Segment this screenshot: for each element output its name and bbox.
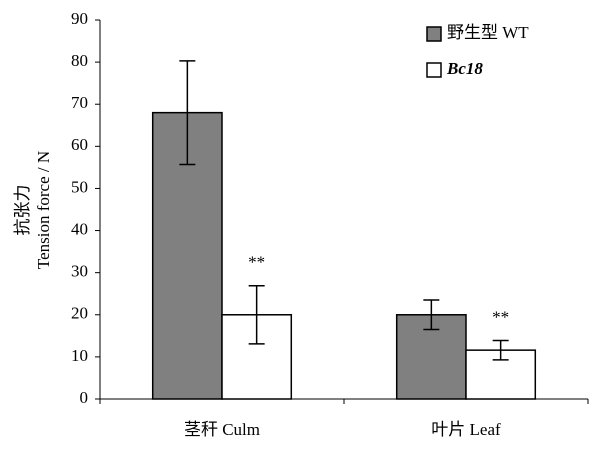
y-tick-label: 30 — [71, 262, 88, 281]
y-tick-label: 70 — [71, 93, 88, 112]
error-bar — [179, 60, 196, 166]
y-tick-label: 20 — [71, 304, 88, 323]
significance-label: ** — [492, 307, 509, 326]
y-tick-label: 80 — [71, 51, 88, 70]
error-bar — [492, 339, 509, 361]
legend-swatch — [426, 26, 442, 42]
error-bar — [423, 299, 440, 331]
x-tick-label: 茎秆 Culm — [184, 420, 260, 439]
y-tick-label: 0 — [80, 388, 89, 407]
error-bar — [248, 284, 265, 345]
y-tick-label: 10 — [71, 346, 88, 365]
legend-label: Bc18 — [446, 59, 483, 78]
legend-swatch — [426, 62, 442, 78]
y-tick-label: 60 — [71, 135, 88, 154]
y-axis-title: 抗张力 Tension force / N — [13, 151, 53, 269]
x-tick-label: 叶片 Leaf — [431, 420, 501, 439]
significance-label: ** — [248, 253, 265, 272]
y-tick-label: 40 — [71, 219, 88, 238]
y-tick-label: 50 — [71, 177, 88, 196]
legend-label: 野生型 WT — [447, 23, 529, 42]
y-tick-label: 90 — [71, 9, 88, 28]
y-axis-title-line: 抗张力 — [13, 185, 32, 236]
y-axis-title-line: Tension force / N — [34, 151, 53, 269]
